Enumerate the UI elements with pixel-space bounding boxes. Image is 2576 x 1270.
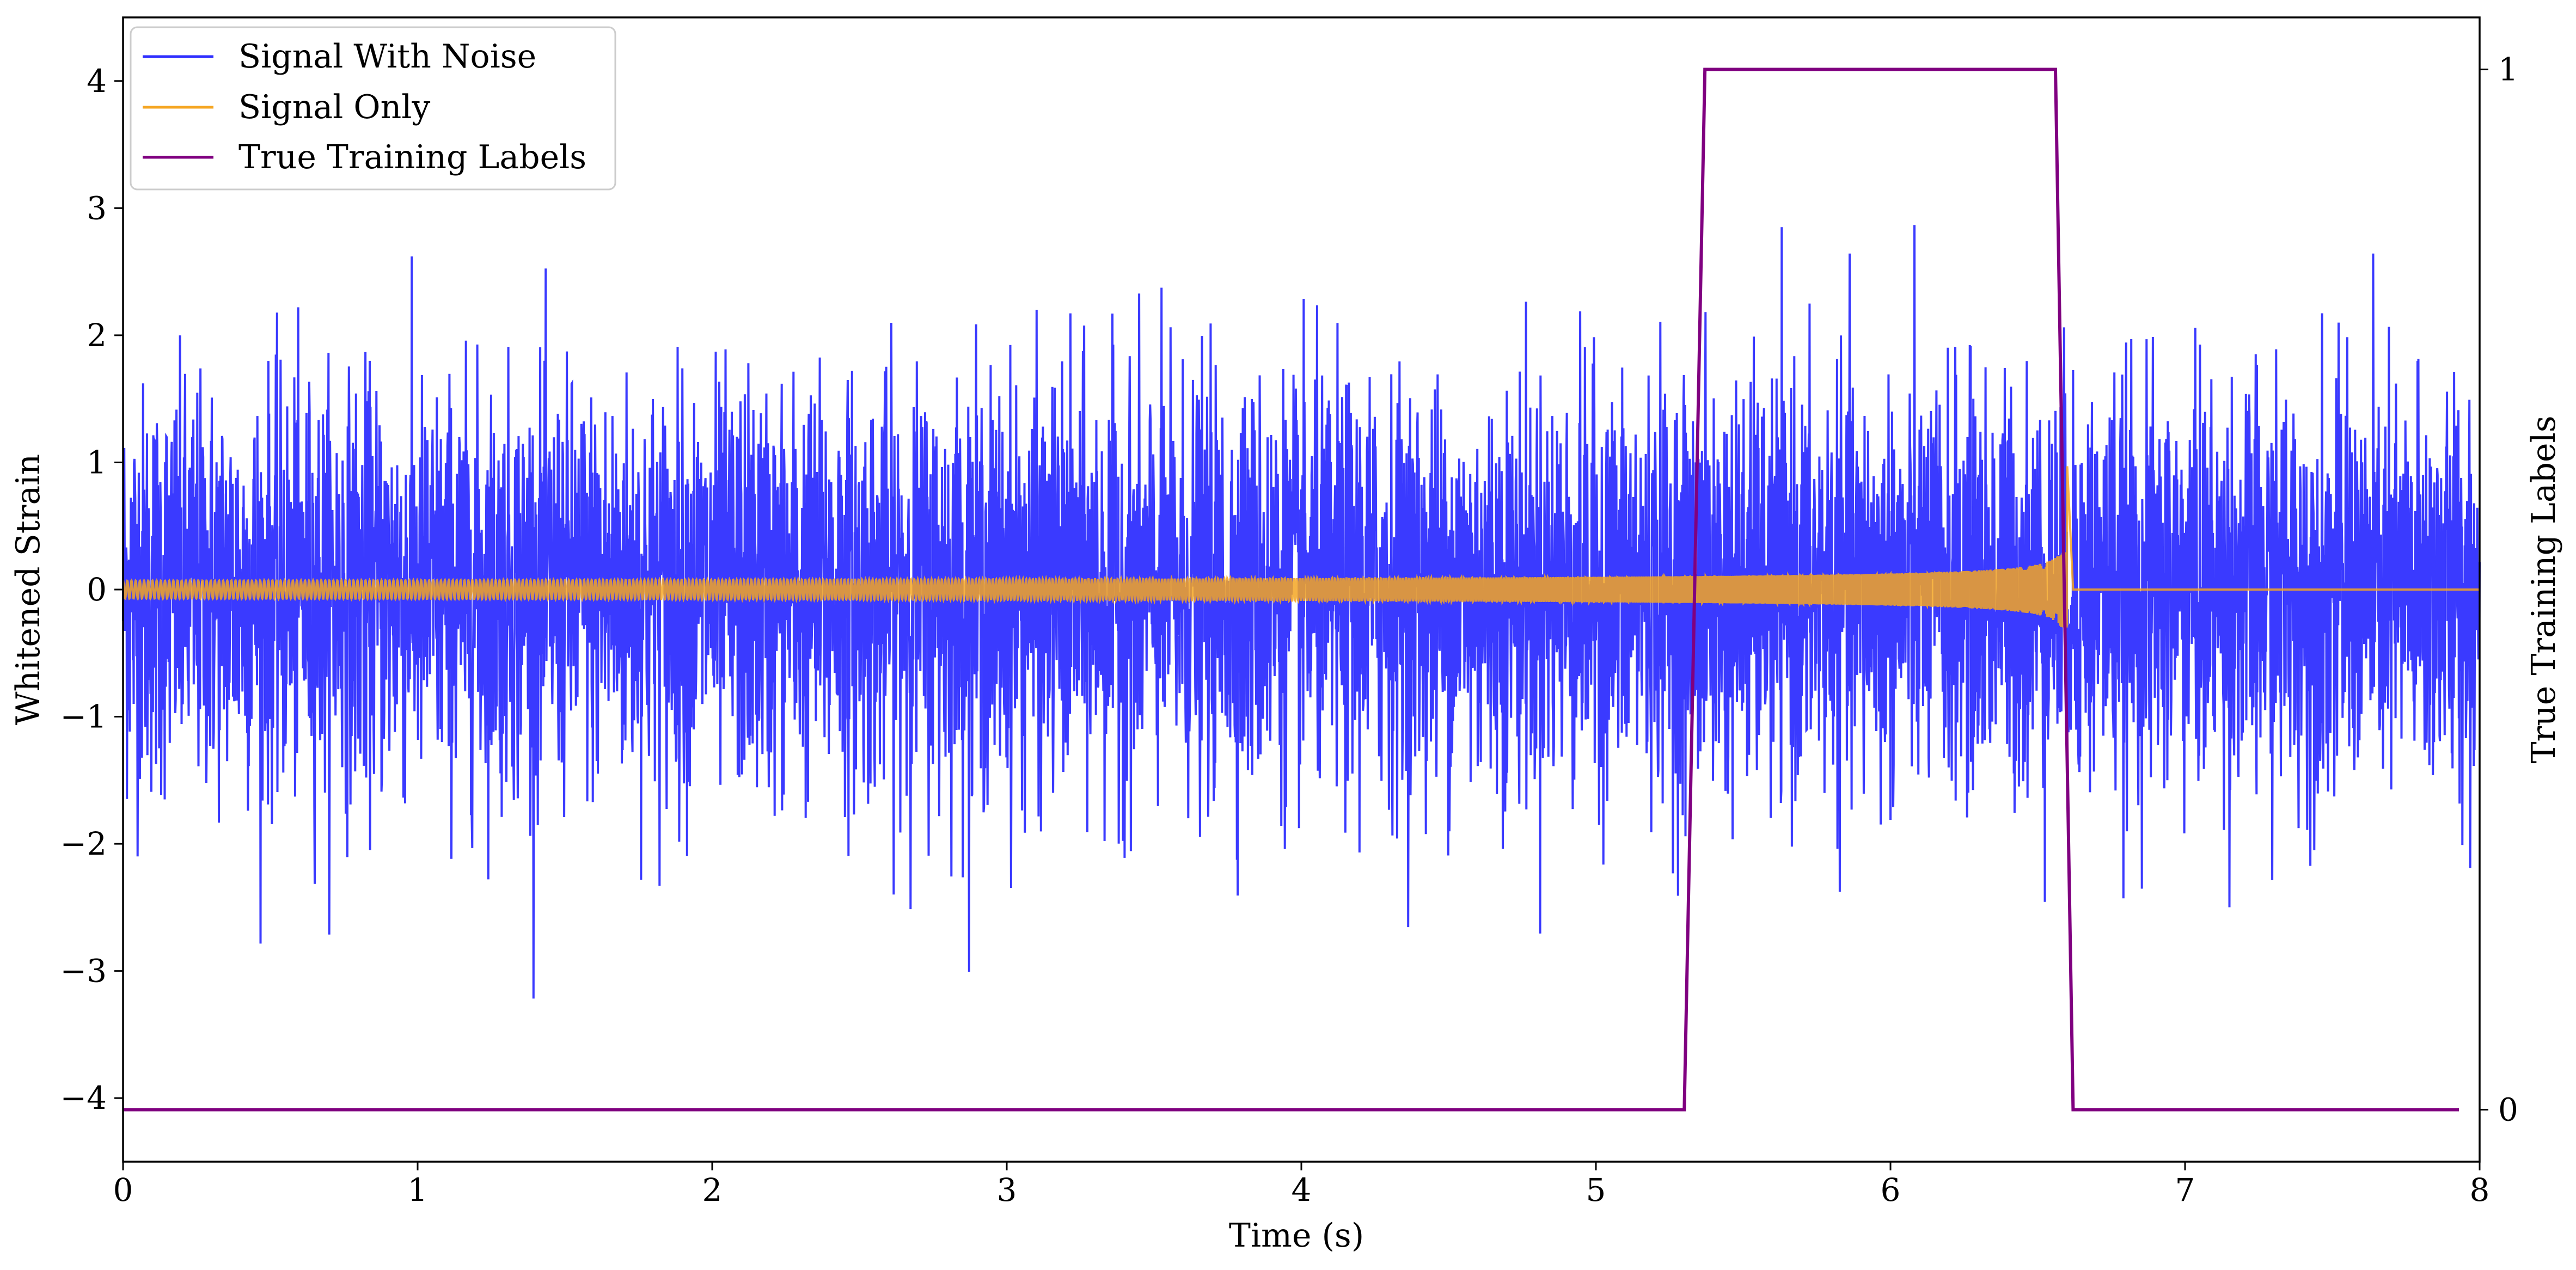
y-tick-label: −4 xyxy=(60,1079,107,1116)
legend-label-signal-only: Signal Only xyxy=(238,88,430,126)
x-axis-label: Time (s) xyxy=(1229,1217,1364,1255)
x-tick-label: 3 xyxy=(997,1171,1017,1208)
y-axis-label: Whitened Strain xyxy=(9,454,47,725)
y-axis-right: 01 xyxy=(2480,51,2518,1128)
y-tick-label: −1 xyxy=(60,698,107,735)
x-tick-label: 6 xyxy=(1881,1171,1901,1208)
y-axis-left: −4 −3 −2 −1 0 1 2 3 4 xyxy=(60,63,123,1116)
legend: Signal With Noise Signal Only True Train… xyxy=(130,26,616,191)
x-tick-label: 1 xyxy=(408,1171,428,1208)
y-tick-label: 4 xyxy=(87,63,107,100)
y-tick-label: 0 xyxy=(87,571,107,608)
y2-tick-label: 1 xyxy=(2498,51,2518,88)
y2-axis-label: True Training Labels xyxy=(2525,415,2563,763)
legend-box xyxy=(130,26,616,191)
series-true-training-labels xyxy=(123,68,2459,1112)
y-tick-label: −2 xyxy=(60,825,107,862)
series-signal-with-noise xyxy=(122,225,2481,999)
legend-label-signal-with-noise: Signal With Noise xyxy=(238,38,536,76)
y-tick-label: 1 xyxy=(87,444,107,481)
y2-tick-label: 0 xyxy=(2498,1091,2518,1128)
x-tick-label: 7 xyxy=(2175,1171,2195,1208)
plot-area xyxy=(122,68,2481,1112)
y-tick-label: −3 xyxy=(60,953,107,990)
x-tick-label: 4 xyxy=(1292,1171,1312,1208)
series-signal-only xyxy=(122,466,2480,628)
legend-label-true-training-labels: True Training Labels xyxy=(238,138,586,176)
y-tick-label: 3 xyxy=(87,189,107,226)
x-tick-label: 2 xyxy=(702,1171,723,1208)
y-tick-label: 2 xyxy=(87,317,107,354)
x-tick-label: 8 xyxy=(2470,1171,2490,1208)
x-tick-label: 0 xyxy=(113,1171,133,1208)
x-tick-label: 5 xyxy=(1586,1171,1606,1208)
x-axis: 0 1 2 3 4 5 6 7 8 xyxy=(113,1162,2490,1208)
